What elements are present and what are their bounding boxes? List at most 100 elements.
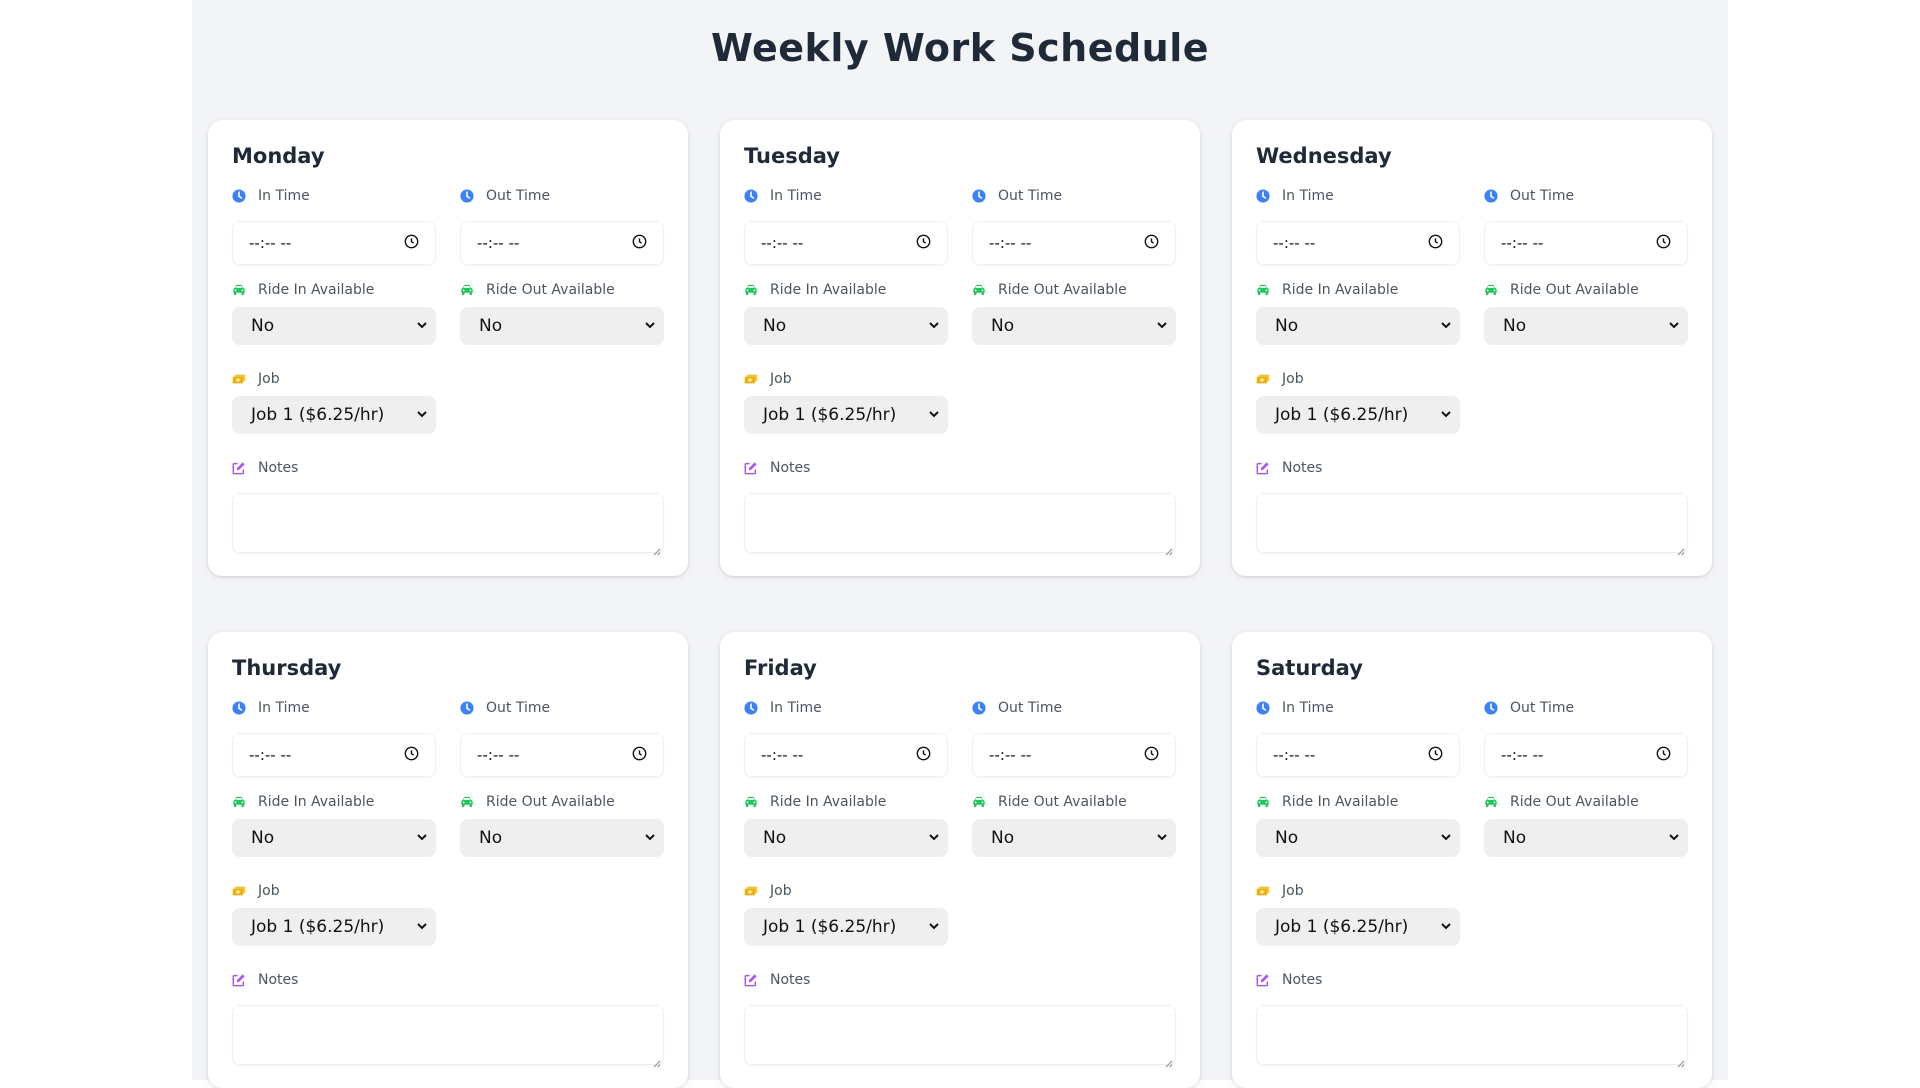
ride-out-label: Ride Out Available: [1510, 794, 1639, 810]
clock-icon: [1256, 701, 1270, 715]
chevron-down-icon[interactable]: [928, 828, 940, 848]
job-select[interactable]: Job 1 ($6.25/hr): [232, 396, 436, 434]
out-time-label: Out Time: [1510, 700, 1575, 716]
ride-out-value: No: [1503, 828, 1527, 848]
chevron-down-icon[interactable]: [928, 917, 940, 937]
out-time-input[interactable]: --:-- --: [1484, 733, 1688, 777]
chevron-down-icon[interactable]: [1668, 316, 1680, 336]
chevron-down-icon[interactable]: [416, 828, 428, 848]
in-time-label: In Time: [770, 188, 822, 204]
chevron-down-icon[interactable]: [1440, 828, 1452, 848]
chevron-down-icon[interactable]: [416, 917, 428, 937]
clock-outline-icon[interactable]: [632, 746, 647, 765]
clock-icon: [460, 189, 474, 203]
clock-outline-icon[interactable]: [404, 746, 419, 765]
clock-outline-icon[interactable]: [1656, 746, 1671, 765]
resize-grip-icon[interactable]: [652, 541, 661, 556]
ride-out-field: Ride Out Available No: [1484, 793, 1688, 857]
notes-field: Notes: [1256, 459, 1688, 556]
clock-outline-icon[interactable]: [1144, 746, 1159, 765]
out-time-value: --:-- --: [477, 746, 520, 764]
in-time-input[interactable]: --:-- --: [1256, 733, 1460, 777]
ride-out-select[interactable]: No: [460, 819, 664, 857]
resize-grip-icon[interactable]: [1676, 541, 1685, 556]
day-title: Monday: [232, 144, 325, 168]
clock-outline-icon[interactable]: [1428, 234, 1443, 253]
chevron-down-icon[interactable]: [1440, 316, 1452, 336]
out-time-field: Out Time --:-- --: [1484, 187, 1688, 265]
money-bill-icon: [1256, 372, 1270, 386]
chevron-down-icon[interactable]: [1668, 828, 1680, 848]
notes-label: Notes: [770, 460, 811, 476]
clock-outline-icon[interactable]: [1428, 746, 1443, 765]
chevron-down-icon[interactable]: [928, 405, 940, 425]
ride-in-field: Ride In Available No: [1256, 281, 1460, 345]
job-select[interactable]: Job 1 ($6.25/hr): [744, 908, 948, 946]
resize-grip-icon[interactable]: [1164, 1053, 1173, 1068]
chevron-down-icon[interactable]: [1440, 405, 1452, 425]
in-time-input[interactable]: --:-- --: [232, 733, 436, 777]
chevron-down-icon[interactable]: [644, 316, 656, 336]
in-time-label: In Time: [770, 700, 822, 716]
clock-outline-icon[interactable]: [916, 746, 931, 765]
notes-textarea[interactable]: [232, 1005, 664, 1068]
out-time-label: Out Time: [486, 700, 551, 716]
ride-out-select[interactable]: No: [972, 307, 1176, 345]
in-time-input[interactable]: --:-- --: [744, 733, 948, 777]
job-label: Job: [1282, 371, 1304, 387]
in-time-input[interactable]: --:-- --: [744, 221, 948, 265]
day-card: Tuesday In Time --:-- -- Out Time: [720, 120, 1200, 576]
out-time-input[interactable]: --:-- --: [1484, 221, 1688, 265]
chevron-down-icon[interactable]: [1440, 917, 1452, 937]
notes-textarea[interactable]: [232, 493, 664, 556]
resize-grip-icon[interactable]: [1676, 1053, 1685, 1068]
clock-outline-icon[interactable]: [916, 234, 931, 253]
job-select[interactable]: Job 1 ($6.25/hr): [232, 908, 436, 946]
clock-outline-icon[interactable]: [404, 234, 419, 253]
in-time-input[interactable]: --:-- --: [1256, 221, 1460, 265]
job-label: Job: [258, 371, 280, 387]
ride-in-select[interactable]: No: [1256, 307, 1460, 345]
resize-grip-icon[interactable]: [652, 1053, 661, 1068]
ride-in-field: Ride In Available No: [232, 793, 436, 857]
job-select[interactable]: Job 1 ($6.25/hr): [744, 396, 948, 434]
chevron-down-icon[interactable]: [644, 828, 656, 848]
ride-in-select[interactable]: No: [1256, 819, 1460, 857]
notes-textarea[interactable]: [1256, 493, 1688, 556]
ride-out-select[interactable]: No: [972, 819, 1176, 857]
job-select[interactable]: Job 1 ($6.25/hr): [1256, 396, 1460, 434]
out-time-input[interactable]: --:-- --: [460, 733, 664, 777]
ride-in-select[interactable]: No: [744, 307, 948, 345]
chevron-down-icon[interactable]: [928, 316, 940, 336]
clock-icon: [1484, 701, 1498, 715]
out-time-input[interactable]: --:-- --: [972, 221, 1176, 265]
chevron-down-icon[interactable]: [1156, 316, 1168, 336]
notes-textarea[interactable]: [744, 1005, 1176, 1068]
ride-out-select[interactable]: No: [460, 307, 664, 345]
ride-in-select[interactable]: No: [232, 819, 436, 857]
ride-out-select[interactable]: No: [1484, 307, 1688, 345]
job-label: Job: [770, 371, 792, 387]
edit-icon: [744, 973, 758, 987]
in-time-field: In Time --:-- --: [744, 187, 948, 265]
ride-in-select[interactable]: No: [232, 307, 436, 345]
notes-field: Notes: [744, 971, 1176, 1068]
chevron-down-icon[interactable]: [416, 316, 428, 336]
resize-grip-icon[interactable]: [1164, 541, 1173, 556]
out-time-input[interactable]: --:-- --: [460, 221, 664, 265]
out-time-field: Out Time --:-- --: [1484, 699, 1688, 777]
chevron-down-icon[interactable]: [1156, 828, 1168, 848]
clock-icon: [232, 189, 246, 203]
job-value: Job 1 ($6.25/hr): [1275, 917, 1409, 937]
out-time-input[interactable]: --:-- --: [972, 733, 1176, 777]
clock-outline-icon[interactable]: [632, 234, 647, 253]
in-time-input[interactable]: --:-- --: [232, 221, 436, 265]
clock-outline-icon[interactable]: [1144, 234, 1159, 253]
chevron-down-icon[interactable]: [416, 405, 428, 425]
ride-out-select[interactable]: No: [1484, 819, 1688, 857]
notes-textarea[interactable]: [744, 493, 1176, 556]
notes-textarea[interactable]: [1256, 1005, 1688, 1068]
job-select[interactable]: Job 1 ($6.25/hr): [1256, 908, 1460, 946]
clock-outline-icon[interactable]: [1656, 234, 1671, 253]
ride-in-select[interactable]: No: [744, 819, 948, 857]
